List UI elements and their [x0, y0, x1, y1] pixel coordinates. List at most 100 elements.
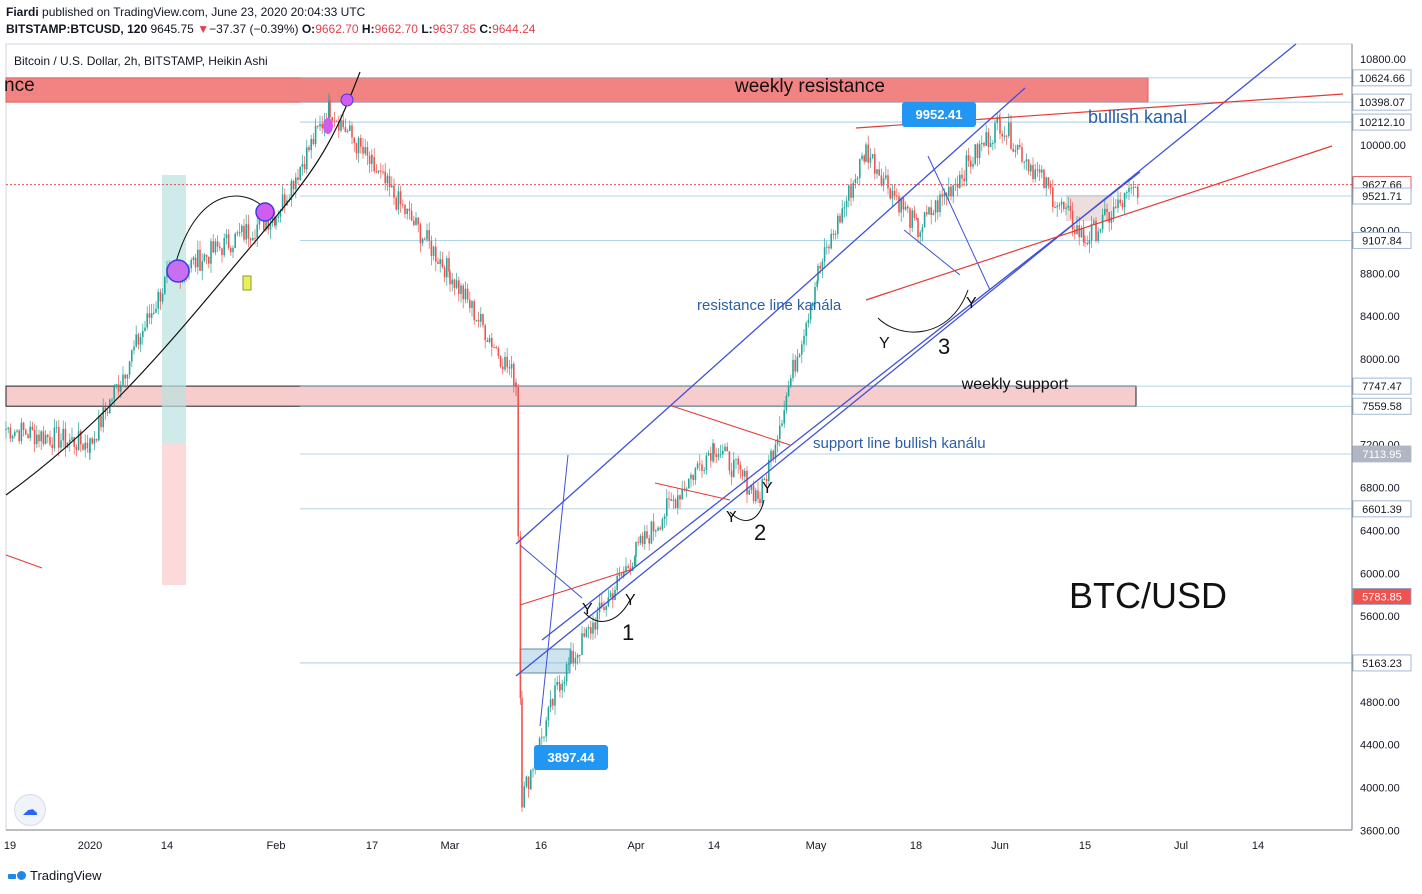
price-label-box: [1352, 445, 1412, 463]
price-label-box: [1352, 93, 1412, 111]
candle-body: [16, 430, 18, 432]
candle-body: [482, 314, 484, 326]
candle-body: [55, 427, 58, 429]
candle-body: [453, 279, 456, 288]
high-label: H:: [361, 22, 375, 36]
candle-body: [770, 450, 772, 460]
candle-body: [269, 222, 272, 230]
time-axis-tick: 14: [1252, 840, 1264, 852]
candle-body: [663, 516, 666, 520]
candle-body: [377, 170, 380, 173]
candle-body: [210, 241, 212, 264]
publisher-name[interactable]: Fiardi: [6, 5, 39, 19]
price-label-box: [1352, 377, 1412, 395]
candle-body: [670, 499, 672, 501]
candle-body: [426, 230, 428, 240]
candle-body: [1041, 169, 1043, 173]
candle-body: [375, 171, 378, 173]
support-zone-label: weekly support: [961, 376, 1069, 393]
candle-body: [644, 531, 646, 544]
candle-body: [707, 453, 710, 456]
candle-body: [830, 233, 832, 249]
tradingview-float-icon[interactable]: ☁: [14, 794, 46, 826]
candle-body: [625, 566, 627, 572]
candle-body: [699, 463, 701, 465]
price-label-box: [1352, 231, 1412, 249]
candle-body: [937, 200, 939, 213]
candle-body: [290, 180, 293, 200]
candle-body: [530, 770, 532, 790]
candle-body: [527, 776, 530, 790]
candle-body: [792, 359, 794, 379]
resistance-zone-label: weekly resistance: [734, 76, 885, 97]
candle-body: [11, 435, 14, 439]
candle-body: [963, 178, 965, 182]
candle-body: [203, 254, 206, 262]
candle-body: [27, 434, 29, 438]
candle-body: [926, 212, 928, 215]
candle-body: [904, 206, 907, 210]
candle-body: [393, 185, 395, 198]
price-axis-tick: 4000.00: [1360, 783, 1400, 795]
time-axis-tick: 2020: [78, 840, 102, 852]
candle-body: [249, 238, 252, 241]
price-axis-tick: 8000.00: [1360, 354, 1400, 366]
candle-body: [1056, 205, 1058, 208]
candle-body: [719, 454, 722, 456]
price-label-text: 10624.66: [1359, 73, 1405, 85]
published-text: published on TradingView.com, June 23, 2…: [42, 5, 366, 19]
candle-body: [1065, 207, 1067, 209]
candle-body: [618, 574, 621, 576]
candle-body: [859, 159, 861, 178]
candle-body: [471, 301, 473, 308]
candle-body: [458, 280, 460, 294]
candle-body: [559, 684, 561, 691]
weekly-resistance-zone: [5, 77, 1149, 103]
candle-body: [976, 144, 979, 159]
candle-body: [329, 100, 331, 118]
candle-body: [755, 490, 757, 502]
candle-body: [648, 538, 650, 544]
candle-body: [366, 147, 369, 156]
candle-body: [945, 193, 948, 197]
candle-body: [639, 535, 642, 543]
candle-body: [258, 216, 261, 225]
candle-body: [443, 267, 446, 278]
candle-body: [410, 210, 413, 221]
candle-body: [205, 254, 208, 257]
candle-body: [952, 185, 954, 197]
candle-body: [44, 434, 47, 444]
candle-body: [839, 215, 841, 223]
candle-body: [594, 622, 596, 630]
candle-body: [66, 442, 69, 448]
candle-body: [245, 224, 247, 240]
candle-body: [1082, 228, 1085, 243]
candle-body: [404, 204, 406, 215]
candle-body: [752, 485, 755, 502]
candle-body: [415, 217, 417, 225]
candle-body: [1076, 225, 1078, 234]
candle-body: [122, 374, 124, 385]
channel-mid-line: [515, 87, 1026, 545]
candle-body: [197, 249, 199, 268]
tradingview-logo[interactable]: TradingView: [8, 868, 102, 883]
candle-body: [913, 210, 916, 218]
candle-body: [351, 125, 353, 138]
candle-body: [462, 285, 464, 300]
time-axis-tick: Apr: [627, 840, 644, 852]
candle-body: [1003, 135, 1006, 137]
candle-body: [161, 293, 164, 302]
candle-body: [794, 359, 796, 372]
candle-body: [805, 323, 807, 336]
candle-body: [605, 606, 607, 610]
candle-body: [469, 299, 471, 308]
candle-body: [93, 438, 96, 444]
candle-body: [22, 422, 25, 430]
candle-body: [38, 434, 40, 442]
candle-body: [504, 356, 506, 370]
candle-body: [1012, 148, 1014, 152]
price-label-text: 9521.71: [1362, 191, 1402, 203]
price-label-box: [1352, 113, 1412, 131]
candle-body: [89, 438, 91, 453]
